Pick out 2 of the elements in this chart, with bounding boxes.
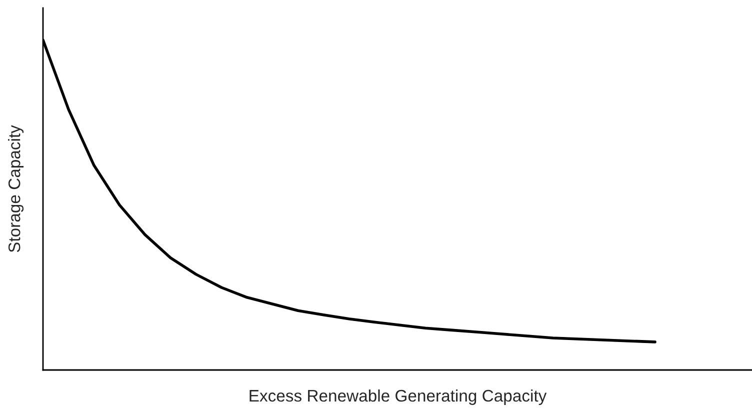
- y-axis-title: Storage Capacity: [8, 125, 24, 252]
- x-axis-title: Excess Renewable Generating Capacity: [250, 389, 547, 405]
